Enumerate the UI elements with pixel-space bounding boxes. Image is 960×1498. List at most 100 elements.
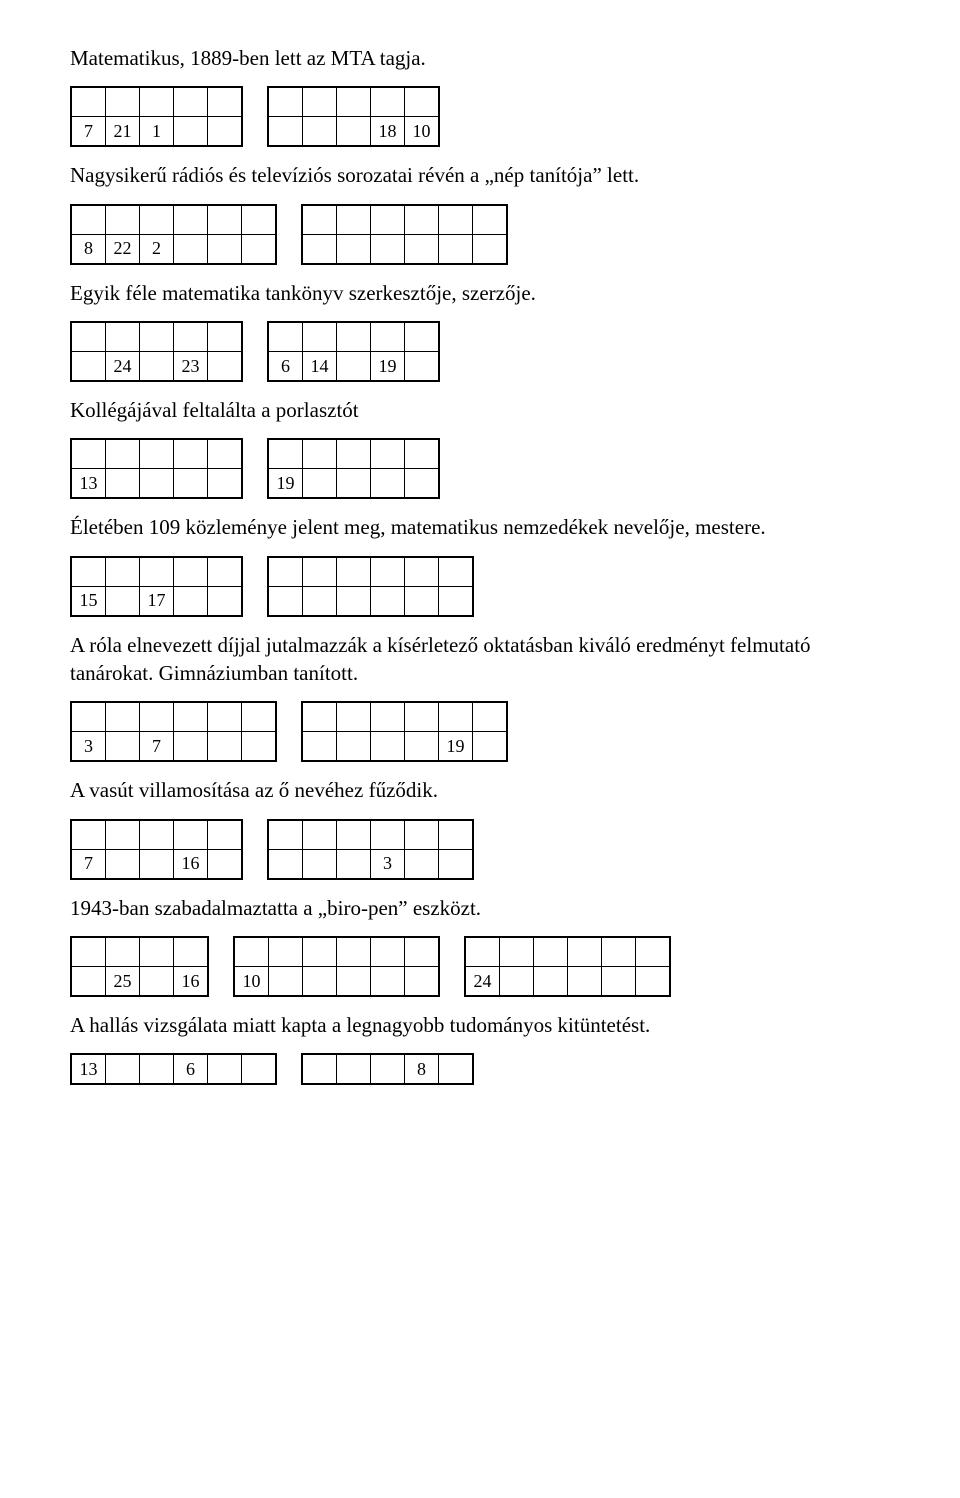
grid-cell: 19 <box>268 469 303 499</box>
grid-cell <box>405 469 440 499</box>
grid-cell <box>371 469 405 499</box>
grid-cell <box>405 937 440 967</box>
grid-cell <box>174 322 208 352</box>
grid-cell <box>208 439 243 469</box>
grid-cell <box>106 1054 140 1084</box>
grid-cell: 13 <box>71 1054 106 1084</box>
grid-cell <box>140 87 174 117</box>
grids-row: 8222 <box>70 204 890 265</box>
clue-text: Életében 109 közleménye jelent meg, mate… <box>70 513 890 541</box>
grid-cell <box>140 439 174 469</box>
grid-cell <box>473 702 508 732</box>
grid-cell <box>303 586 337 616</box>
grids-row: 3719 <box>70 701 890 762</box>
grid-cell <box>337 1054 371 1084</box>
grid-cell: 17 <box>140 586 174 616</box>
grid-cell <box>268 322 303 352</box>
grid-cell <box>302 234 337 264</box>
grid-cell: 3 <box>371 849 405 879</box>
grid-cell: 10 <box>405 117 440 147</box>
grid-cell: 2 <box>140 234 174 264</box>
grid-cell <box>242 702 277 732</box>
grid-cell: 19 <box>371 352 405 382</box>
grid-cell <box>71 702 106 732</box>
grid-cell: 16 <box>174 849 208 879</box>
grid-cell <box>602 937 636 967</box>
grid-cell <box>405 439 440 469</box>
grid-cell <box>405 967 440 997</box>
grid-cell <box>71 820 106 850</box>
grid-cell <box>208 557 243 587</box>
grid-cell: 16 <box>174 967 209 997</box>
grid-cell <box>140 937 174 967</box>
grid-cell <box>636 937 671 967</box>
grid-cell <box>337 849 371 879</box>
grid-cell <box>303 117 337 147</box>
grid-cell <box>371 1054 405 1084</box>
worksheet-page: Matematikus, 1889-ben lett az MTA tagja.… <box>0 0 960 1135</box>
grid-cell <box>371 820 405 850</box>
grid-cell <box>500 967 534 997</box>
grid-cell <box>302 702 337 732</box>
grid-cell <box>174 87 208 117</box>
grid-cell <box>174 702 208 732</box>
grid-cell <box>371 557 405 587</box>
grid-cell <box>636 967 671 997</box>
clue-text: Egyik féle matematika tankönyv szerkeszt… <box>70 279 890 307</box>
grid-cell <box>140 820 174 850</box>
grid-cell <box>303 439 337 469</box>
grids-row: 25161024 <box>70 936 890 997</box>
grid-cell: 7 <box>71 849 106 879</box>
clue-text: A vasút villamosítása az ő nevéhez fűződ… <box>70 776 890 804</box>
grid-cell <box>302 205 337 235</box>
answer-grid: 61419 <box>267 321 440 382</box>
grid-cell <box>337 205 371 235</box>
grid-cell <box>174 586 208 616</box>
grid-cell <box>439 557 474 587</box>
grid-cell: 22 <box>106 234 140 264</box>
grid-cell <box>106 820 140 850</box>
clue-text: 1943-ban szabadalmaztatta a „biro-pen” e… <box>70 894 890 922</box>
grid-cell: 15 <box>71 586 106 616</box>
grid-cell <box>140 205 174 235</box>
grid-cell: 1 <box>140 117 174 147</box>
grid-cell <box>140 849 174 879</box>
grid-cell <box>208 205 242 235</box>
grid-cell <box>568 967 602 997</box>
grid-cell <box>174 557 208 587</box>
grid-cell <box>269 937 303 967</box>
answer-grid: 19 <box>267 438 440 499</box>
grid-cell <box>534 937 568 967</box>
grid-cell <box>473 732 508 762</box>
grid-cell <box>174 820 208 850</box>
answer-grid: 136 <box>70 1053 277 1085</box>
grid-cell <box>208 820 243 850</box>
grid-cell <box>439 205 473 235</box>
grid-cell <box>439 586 474 616</box>
grid-cell <box>371 234 405 264</box>
grid-cell <box>71 967 106 997</box>
grid-cell <box>268 557 303 587</box>
grid-cell <box>439 234 473 264</box>
grid-cell <box>140 967 174 997</box>
grid-cell <box>303 849 337 879</box>
grid-cell <box>337 820 371 850</box>
grid-cell <box>208 87 243 117</box>
grid-cell: 8 <box>71 234 106 264</box>
grid-cell: 18 <box>371 117 405 147</box>
grid-cell <box>208 117 243 147</box>
grid-cell <box>371 586 405 616</box>
grid-cell: 21 <box>106 117 140 147</box>
grid-cell <box>303 322 337 352</box>
grid-cell <box>71 937 106 967</box>
answer-grid: 8222 <box>70 204 277 265</box>
grid-cell <box>405 557 439 587</box>
grid-cell <box>602 967 636 997</box>
grid-cell <box>106 849 140 879</box>
grid-cell <box>405 352 440 382</box>
grid-cell: 7 <box>71 117 106 147</box>
grid-cell <box>71 557 106 587</box>
answer-grid: 2516 <box>70 936 209 997</box>
answer-grid <box>301 204 508 265</box>
grid-cell <box>337 322 371 352</box>
